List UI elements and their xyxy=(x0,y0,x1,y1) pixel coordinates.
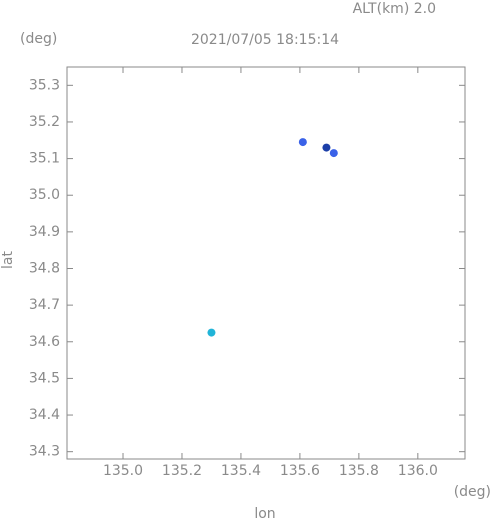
x-tick-label: 136.0 xyxy=(398,463,438,479)
x-unit: (deg) xyxy=(454,484,491,500)
chart-title: 2021/07/05 18:15:14 xyxy=(191,32,339,48)
y-unit: (deg) xyxy=(20,31,57,47)
y-label: lat xyxy=(0,251,16,269)
echo-point xyxy=(329,149,338,158)
y-tick-label: 35.2 xyxy=(29,114,60,130)
y-tick-label: 34.6 xyxy=(29,334,60,350)
y-tick-label: 34.5 xyxy=(29,370,60,386)
y-tick-label: 35.0 xyxy=(29,187,60,203)
x-tick-label: 135.0 xyxy=(103,463,143,479)
y-tick-label: 34.4 xyxy=(29,407,60,423)
y-tick-label: 35.3 xyxy=(29,77,60,93)
x-tick-label: 135.6 xyxy=(280,463,320,479)
x-tick-label: 135.2 xyxy=(162,463,202,479)
y-tick-label: 34.9 xyxy=(29,224,60,240)
y-tick-label: 34.7 xyxy=(29,297,60,313)
echo-point xyxy=(207,328,216,337)
echo-point xyxy=(322,143,331,152)
plot-frame xyxy=(66,66,466,460)
y-tick-label: 34.8 xyxy=(29,260,60,276)
subtitle: ALT(km) 2.0 xyxy=(353,1,436,17)
x-label: lon xyxy=(254,506,275,521)
x-tick-label: 135.4 xyxy=(221,463,261,479)
x-tick-label: 135.8 xyxy=(339,463,379,479)
y-tick-label: 34.3 xyxy=(29,444,60,460)
y-tick-label: 35.1 xyxy=(29,151,60,167)
echo-point xyxy=(298,138,307,147)
